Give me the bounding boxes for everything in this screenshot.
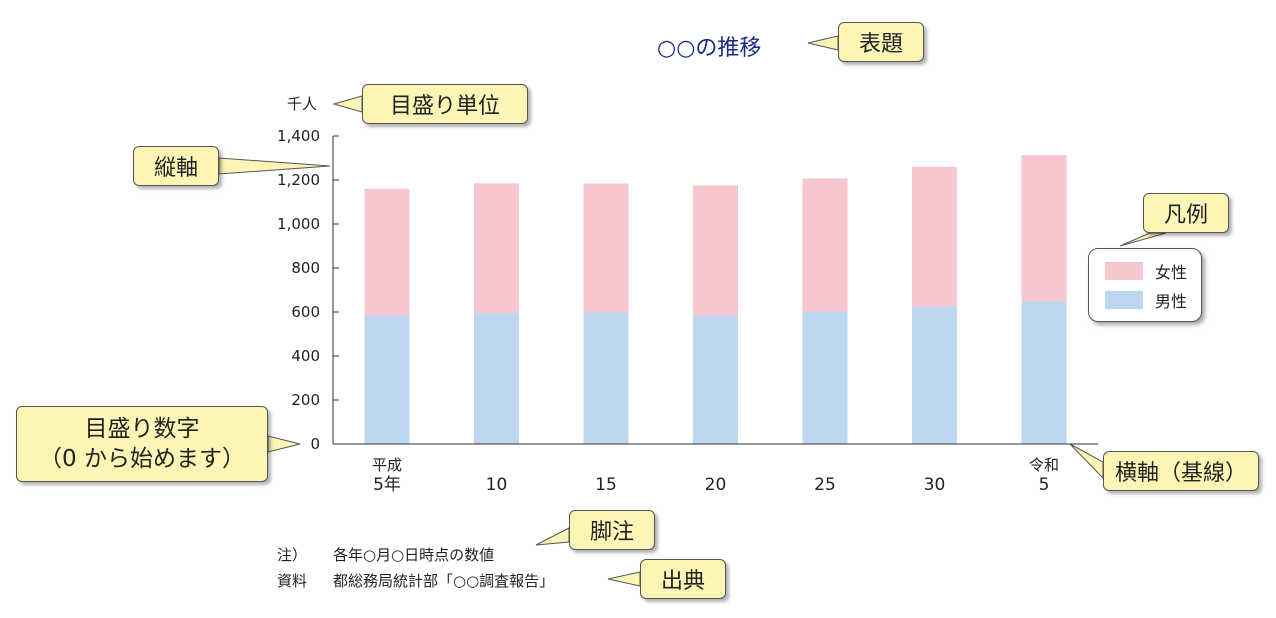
y-tick-label-2: 400 xyxy=(291,347,320,365)
pointer-title xyxy=(807,35,839,51)
source-text: 都総務局統計部「○○調査報告」 xyxy=(333,572,555,590)
legend-swatch-male xyxy=(1105,291,1143,309)
pointer-unit xyxy=(332,95,363,113)
legend-item-female: 女性 xyxy=(1105,259,1187,283)
y-tick-label-4: 800 xyxy=(291,259,320,277)
pointer-legend xyxy=(1119,232,1167,247)
bar-male-4 xyxy=(802,311,848,444)
legend-item-male: 男性 xyxy=(1105,288,1187,312)
x-tick-label-6-line-0: 令和 xyxy=(1029,456,1059,474)
bar-female-3 xyxy=(693,185,738,316)
bar-male-2 xyxy=(583,312,629,444)
y-tick-label-6: 1,200 xyxy=(277,171,320,189)
x-tick-label-0-line-0: 平成 xyxy=(372,456,402,474)
pointer-vertical-axis xyxy=(218,157,331,175)
x-tick-label-3: 20 xyxy=(705,475,727,495)
x-tick-label-1: 10 xyxy=(486,475,508,495)
chart-title: ○○の推移 xyxy=(657,36,762,61)
bar-male-5 xyxy=(912,306,957,444)
callout-tick-numbers: 目盛り数字 （0 から始めます） xyxy=(16,406,268,482)
legend-swatch-female xyxy=(1105,262,1143,280)
x-tick-label-5: 30 xyxy=(924,475,946,495)
y-tick-label-3: 600 xyxy=(291,303,320,321)
y-tick-label-7: 1,400 xyxy=(277,127,320,145)
callout-unit: 目盛り単位 xyxy=(362,84,528,124)
callout-legend: 凡例 xyxy=(1143,193,1229,233)
unit-label: 千人 xyxy=(287,95,318,113)
footnote-row: 注） 各年○月○日時点の数値 xyxy=(277,542,554,568)
callout-footnote: 脚注 xyxy=(569,510,655,550)
x-tick-label-0-line-1: 5年 xyxy=(373,475,401,495)
y-tick-label-5: 1,000 xyxy=(277,215,320,233)
x-tick-label-6-line-1: 5 xyxy=(1039,475,1050,495)
axes-group xyxy=(332,135,1098,445)
y-tick-label-0: 0 xyxy=(310,435,320,453)
bars-group xyxy=(364,155,1067,444)
footnote-label: 注） xyxy=(277,546,308,564)
source-label: 資料 xyxy=(277,572,308,590)
pointer-horizontal-axis xyxy=(1069,443,1104,480)
callout-tick-numbers-line2: （0 から始めます） xyxy=(39,446,245,472)
legend-label-male: 男性 xyxy=(1155,292,1188,311)
callout-pointers xyxy=(218,35,1167,587)
bar-male-0 xyxy=(364,315,410,444)
bar-female-6 xyxy=(1021,155,1067,302)
bar-female-0 xyxy=(364,188,410,316)
bar-female-4 xyxy=(802,178,848,312)
source-row: 資料 都総務局統計部「○○調査報告」 xyxy=(277,568,554,594)
legend: 女性 男性 xyxy=(1088,248,1202,322)
callout-source: 出典 xyxy=(640,559,726,599)
bar-male-6 xyxy=(1021,301,1067,444)
footnote-text: 各年○月○日時点の数値 xyxy=(333,546,495,564)
bar-female-1 xyxy=(474,183,519,314)
notes: 注） 各年○月○日時点の数値 資料 都総務局統計部「○○調査報告」 xyxy=(277,542,554,594)
callout-vertical-axis: 縦軸 xyxy=(133,146,219,186)
callout-tick-numbers-line1: 目盛り数字 xyxy=(84,416,200,442)
pointer-source xyxy=(607,571,641,587)
legend-label-female: 女性 xyxy=(1155,263,1188,282)
bar-male-3 xyxy=(693,315,738,444)
callout-title: 表題 xyxy=(838,22,924,62)
callout-horizontal-axis: 横軸（基線） xyxy=(1103,451,1259,491)
y-tick-label-1: 200 xyxy=(291,391,320,409)
pointer-tick-numbers xyxy=(267,435,301,453)
bar-male-1 xyxy=(474,313,519,444)
bar-female-2 xyxy=(583,183,629,313)
x-tick-label-4: 25 xyxy=(814,475,836,495)
x-tick-label-2: 15 xyxy=(595,475,617,495)
bar-female-5 xyxy=(912,166,957,307)
